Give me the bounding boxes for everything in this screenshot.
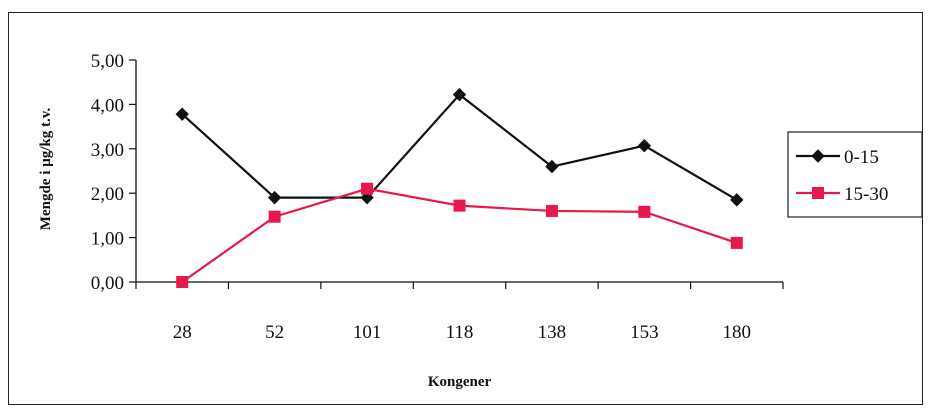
data-point [730,236,743,249]
series-0-15 [175,87,744,207]
data-point [175,107,189,121]
data-point [268,210,281,223]
y-tick-label: 5,00 [91,51,124,72]
data-point [638,205,651,218]
data-point [730,193,744,207]
series-line [181,93,738,201]
legend-box [787,131,923,218]
data-point [545,159,559,174]
x-tick-label: 138 [538,322,567,343]
y-tick-label: 0,00 [91,273,124,294]
data-point [637,138,652,153]
y-tick-label: 1,00 [91,229,124,250]
legend-label: 0-15 [844,147,879,168]
y-tick-label: 2,00 [91,184,124,205]
axes [129,59,784,289]
x-tick-label: 52 [265,322,284,343]
x-tick-labels: 28 52 101 118 138 153 180 [173,322,751,343]
data-point [545,204,558,217]
x-tick-label: 28 [173,322,192,343]
legend-marker [811,149,825,163]
x-tick-label: 153 [630,322,659,343]
y-tick-labels: 0,00 1,00 2,00 3,00 4,00 5,00 [91,51,124,294]
legend: 0-15 15-30 [787,131,923,218]
legend-marker [812,187,824,199]
series-layer [175,87,744,288]
y-axis-title: Mengde i µg/kg t.v. [38,108,54,231]
data-point [453,199,466,212]
x-tick-label: 101 [353,322,382,343]
y-tick-label: 4,00 [91,95,124,116]
data-point [176,276,189,288]
x-tick-label: 180 [723,322,752,343]
data-point [267,190,282,205]
x-tick-label: 118 [446,322,474,343]
x-axis-title: Kongener [428,374,492,390]
legend-item: 0-15 [796,147,879,168]
legend-label: 15-30 [844,184,888,205]
data-point [361,182,374,195]
legend-item: 15-30 [796,184,888,205]
data-point [452,87,467,102]
y-tick-label: 3,00 [91,140,124,161]
series-15-30 [176,182,743,288]
